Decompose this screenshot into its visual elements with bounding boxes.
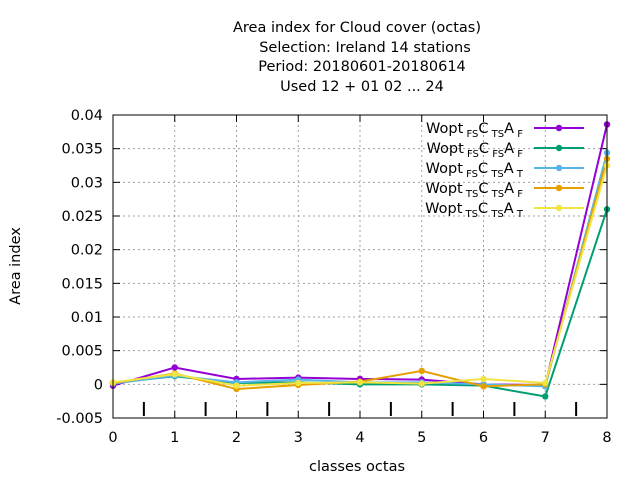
tick-labels: -0.005 0 0.005 0.01 0.015 0.02 0.025 0.03 0.035 0… — [56, 108, 611, 446]
data-point — [356, 379, 364, 386]
x-tick-label: 7 — [541, 430, 550, 446]
data-point — [480, 375, 487, 383]
data-point — [542, 379, 549, 387]
y-tick-label: 0.04 — [71, 108, 103, 124]
data-point — [171, 371, 178, 378]
legend-marker — [555, 124, 563, 132]
legend-item-2: Wopt FSC FSA F — [427, 141, 584, 160]
x-tick-label: 6 — [479, 430, 488, 446]
plot-frame — [112, 114, 608, 419]
legend-marker — [555, 184, 563, 192]
y-tick-label: 0.03 — [71, 175, 103, 191]
legend-marker — [555, 164, 563, 172]
y-tick-label: 0.015 — [61, 276, 103, 292]
legend-label: Wopt FSC TSA T — [426, 161, 524, 180]
series-line — [112, 158, 608, 391]
title-line-2: Selection: Ireland 14 stations — [259, 40, 471, 56]
legend-label: Wopt FSC TSA F — [426, 121, 523, 140]
y-tick-label: 0 — [94, 377, 103, 393]
y-tick-label: 0.02 — [71, 243, 103, 259]
y-tick-label: 0.025 — [61, 209, 103, 225]
x-tick-label: 3 — [294, 430, 303, 446]
legend-item-4: Wopt TSC TSA F — [425, 181, 584, 200]
data-point — [171, 364, 178, 371]
y-tick-label: 0.005 — [61, 344, 103, 360]
x-tick-label: 0 — [108, 430, 117, 446]
title-line-1: Area index for Cloud cover (octas) — [233, 20, 481, 36]
y-tick-label: 0.01 — [71, 310, 103, 326]
data-point — [295, 379, 302, 387]
grid-lines — [113, 115, 607, 418]
x-axis-label: classes octas — [309, 459, 405, 475]
chart-title: Area index for Cloud cover (octas) Selec… — [233, 20, 481, 95]
data-point — [418, 380, 425, 387]
title-line-4: Used 12 + 01 02 ... 24 — [280, 79, 444, 95]
x-tick-label: 5 — [417, 430, 426, 446]
legend-marker — [555, 144, 563, 152]
legend-item-1: Wopt FSC TSA F — [426, 121, 584, 140]
data-point — [480, 383, 487, 390]
x-tick-label: 4 — [355, 430, 364, 446]
title-line-3: Period: 20180601-20180614 — [258, 59, 466, 75]
legend-item-3: Wopt FSC TSA T — [426, 161, 584, 180]
x-tick-label: 2 — [232, 430, 241, 446]
legend-item-5: Wopt TSC TSA T — [425, 201, 584, 220]
y-axis-label: Area index — [8, 227, 24, 305]
x-tick-label: 1 — [170, 430, 179, 446]
legend-label: Wopt FSC FSA F — [427, 141, 524, 160]
legend-label: Wopt TSC TSA F — [425, 181, 523, 200]
data-point — [542, 393, 549, 400]
y-tick-label: -0.005 — [56, 411, 103, 427]
series-5 — [109, 162, 611, 389]
y-tick-label: 0.035 — [61, 142, 103, 158]
data-point — [418, 367, 425, 375]
legend-label: Wopt TSC TSA T — [425, 201, 524, 220]
data-point — [233, 382, 240, 389]
series-line — [112, 208, 608, 398]
x-tick-label: 8 — [602, 430, 611, 446]
legend-marker — [555, 204, 563, 212]
series-lines — [109, 121, 611, 400]
